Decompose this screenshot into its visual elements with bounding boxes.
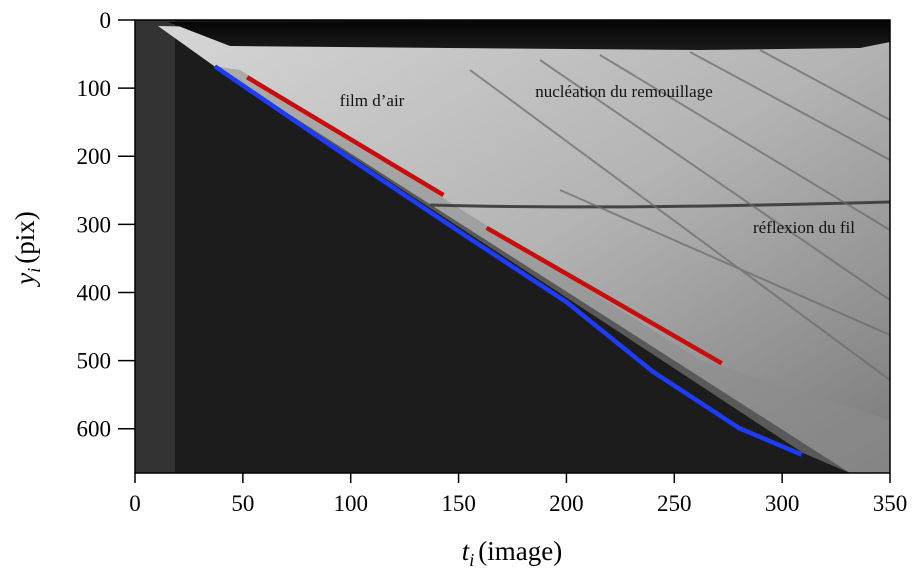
annotation: réflexion du fil bbox=[753, 218, 855, 237]
y-tick-label: 200 bbox=[77, 144, 112, 169]
y-tick-label: 600 bbox=[77, 417, 112, 442]
data-line bbox=[246, 75, 723, 366]
y-label-sub: i bbox=[24, 268, 44, 273]
x-label-var: t bbox=[462, 536, 471, 566]
y-tick-label: 300 bbox=[77, 212, 112, 237]
data-line bbox=[213, 64, 803, 457]
y-label-var: y bbox=[10, 273, 40, 288]
axes-frame bbox=[134, 19, 891, 474]
y-label-unit: (pix) bbox=[10, 211, 40, 263]
x-label-sub: i bbox=[469, 550, 474, 570]
x-tick-label: 50 bbox=[231, 491, 254, 516]
x-axis-label: ti (image) bbox=[462, 536, 562, 570]
x-label-unit: (image) bbox=[478, 536, 562, 566]
y-axis-label: yi (pix) bbox=[10, 211, 44, 287]
x-tick-label: 200 bbox=[549, 491, 584, 516]
y-tick-label: 0 bbox=[100, 8, 112, 33]
annotation: nucléation du remouillage bbox=[535, 82, 713, 101]
x-tick-label: 350 bbox=[873, 491, 908, 516]
y-tick-label: 400 bbox=[77, 280, 112, 305]
x-tick-label: 0 bbox=[129, 491, 141, 516]
x-tick-label: 300 bbox=[765, 491, 800, 516]
y-tick-label: 100 bbox=[77, 76, 112, 101]
plot-area bbox=[213, 64, 803, 457]
x-tick-label: 100 bbox=[333, 491, 368, 516]
x-tick-label: 150 bbox=[441, 491, 476, 516]
x-tick-label: 250 bbox=[657, 491, 692, 516]
y-tick-label: 500 bbox=[77, 349, 112, 374]
annotation: film d’air bbox=[340, 91, 405, 110]
